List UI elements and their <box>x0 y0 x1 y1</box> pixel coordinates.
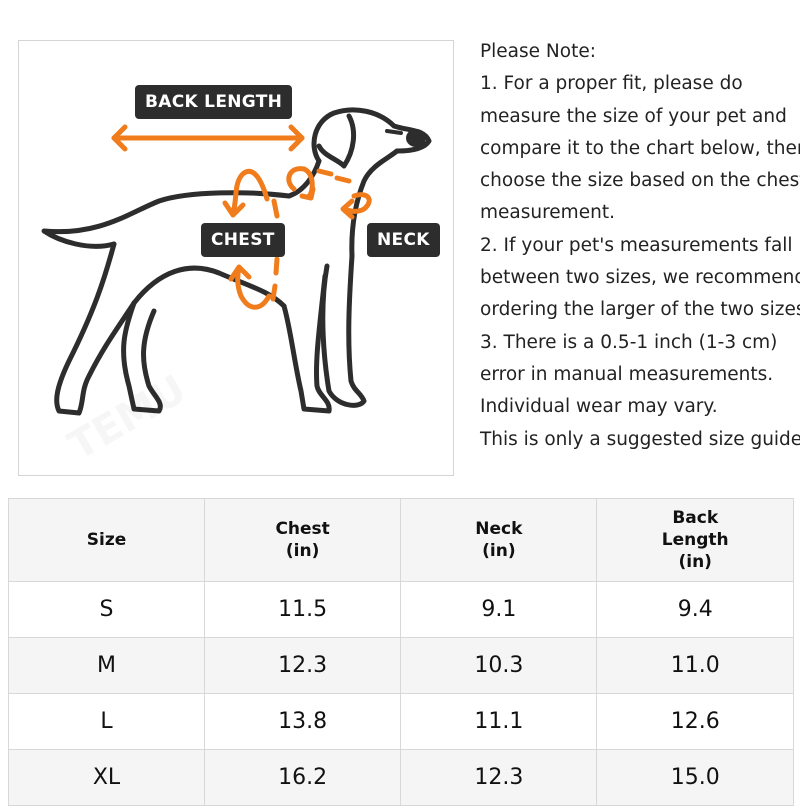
cell-back-length: 11.0 <box>596 637 794 694</box>
note-line: choose the size based on the chest <box>480 170 800 192</box>
cell-chest: 13.8 <box>203 693 402 750</box>
cell-back-length: 9.4 <box>596 581 794 638</box>
table-row: XL 16.2 12.3 15.0 <box>8 749 794 806</box>
cell-back-length: 15.0 <box>596 749 794 806</box>
notes-heading: Please Note: <box>480 41 596 62</box>
note-line: 3. There is a 0.5-1 inch (1-3 cm) <box>480 331 778 353</box>
table-row: M 12.3 10.3 11.0 <box>8 637 794 694</box>
note-line: compare it to the chart below, then <box>480 137 800 159</box>
note-line: measure the size of your pet and <box>480 105 787 127</box>
cell-neck: 9.1 <box>400 581 598 638</box>
neck-arrow <box>341 192 372 214</box>
note-line: ordering the larger of the two sizes. <box>480 299 800 321</box>
back-length-label: BACK LENGTH <box>135 85 293 119</box>
table-row: L 13.8 11.1 12.6 <box>8 693 794 750</box>
table-header-row: Size Chest (in) Neck (in) Back Length (in) <box>8 498 794 582</box>
note-line: This is only a suggested size guide. <box>480 428 800 450</box>
header-neck: Neck (in) <box>400 498 598 582</box>
header-chest: Chest (in) <box>203 498 402 582</box>
cell-size: M <box>8 637 205 694</box>
note-line: 1. For a proper fit, please do <box>480 73 743 95</box>
note-line: 2. If your pet's measurements fall <box>480 234 793 256</box>
cell-size: S <box>8 581 205 638</box>
note-line: Individual wear may vary. <box>480 396 718 418</box>
cell-neck: 11.1 <box>400 693 598 750</box>
cell-chest: 12.3 <box>203 637 402 694</box>
cell-chest: 16.2 <box>203 749 402 806</box>
header-back-length: Back Length (in) <box>596 498 794 582</box>
dog-measurement-diagram: TEMU BACK LENGTH CHEST NECK <box>18 40 454 476</box>
dog-illustration: TEMU <box>41 107 432 416</box>
chest-arrow-bottom <box>235 266 272 310</box>
note-line: error in manual measurements. <box>480 363 774 385</box>
size-notes: Please Note: 1. For a proper fit, please… <box>480 36 800 456</box>
cell-neck: 10.3 <box>400 637 598 694</box>
cell-size: L <box>8 693 205 750</box>
header-size: Size <box>8 498 205 582</box>
cell-size: XL <box>8 749 205 806</box>
cell-neck: 12.3 <box>400 749 598 806</box>
table-row: S 11.5 9.1 9.4 <box>8 581 794 638</box>
dog-nose-icon <box>406 129 426 147</box>
note-line: measurement. <box>480 202 615 224</box>
size-chart-table: Size Chest (in) Neck (in) Back Length (in) S… <box>8 498 794 806</box>
cell-back-length: 12.6 <box>596 693 794 750</box>
neck-label: NECK <box>367 223 440 257</box>
note-line: between two sizes, we recommend <box>480 267 800 289</box>
cell-chest: 11.5 <box>203 581 402 638</box>
chest-arrow-top <box>230 168 270 216</box>
chest-label: CHEST <box>201 223 285 257</box>
